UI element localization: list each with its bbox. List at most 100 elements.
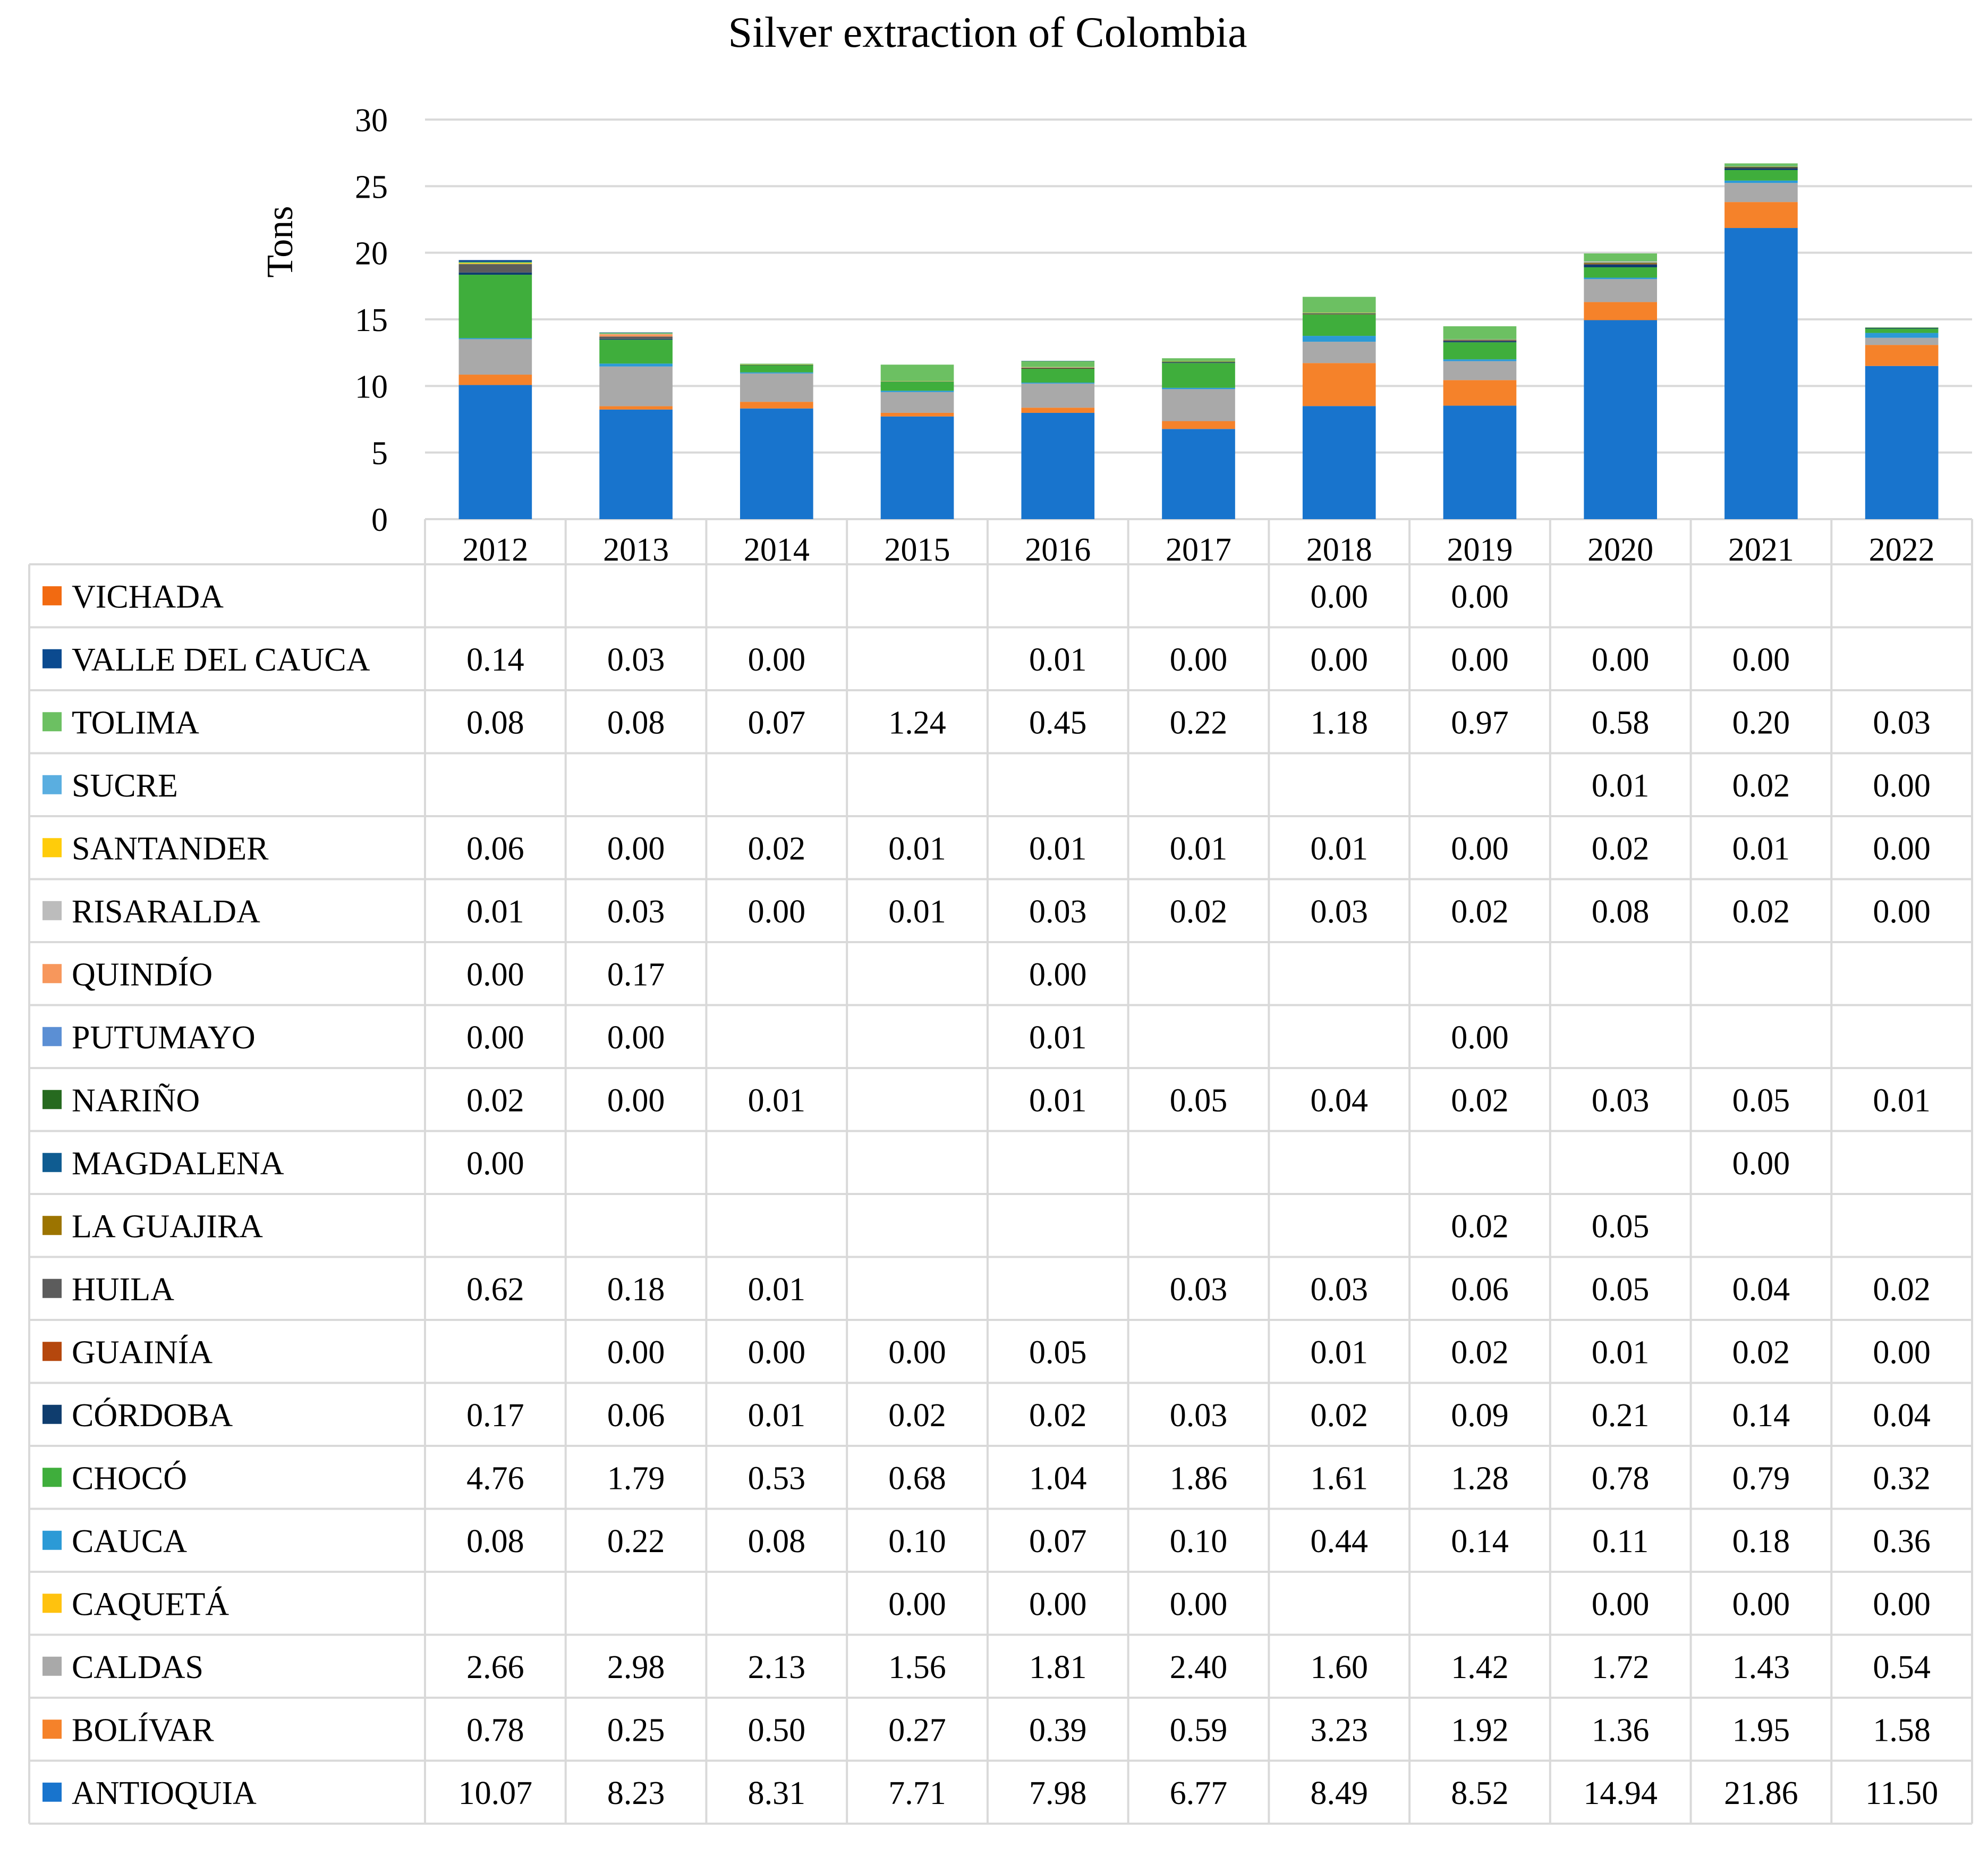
bar-antioquia-2019 — [1443, 405, 1517, 519]
legend-label: SUCRE — [72, 768, 178, 804]
data-label: 0.08 — [1592, 894, 1650, 930]
bar-tolima-2020 — [1584, 253, 1658, 261]
bar-antioquia-2017 — [1162, 429, 1235, 519]
data-label: 1.60 — [1310, 1649, 1368, 1685]
bar-bolivar-2015 — [880, 412, 954, 417]
table-row-magdalena: MAGDALENA 0.00 0.00 — [43, 1146, 1790, 1182]
data-label: 0.00 — [1029, 1586, 1087, 1622]
bar-santander-2020 — [1584, 261, 1658, 262]
data-label: 0.78 — [466, 1712, 524, 1748]
bar-antioquia-2016 — [1021, 412, 1095, 519]
bar-antioquia-2020 — [1584, 320, 1658, 519]
table-row-sucre: SUCRE 0.01 0.02 0.00 — [43, 768, 1931, 804]
data-label: 0.22 — [1170, 705, 1228, 741]
bar-cauca-2012 — [458, 338, 532, 340]
bar-narino-2018 — [1302, 313, 1376, 314]
bar-choco-2022 — [1865, 328, 1939, 333]
legend-label: VICHADA — [72, 579, 224, 615]
bar-choco-2016 — [1021, 368, 1095, 383]
bar-huila-2014 — [740, 365, 813, 366]
table-row-huila: HUILA 0.62 0.18 0.01 0.03 0.03 0.06 0.05 0.04 0.0… — [43, 1272, 1931, 1308]
data-label: 1.04 — [1029, 1460, 1087, 1496]
data-label: 0.03 — [1170, 1272, 1228, 1308]
bar-choco-2014 — [740, 365, 813, 372]
legend-label: CAQUETÁ — [72, 1586, 229, 1622]
bar-cauca-2016 — [1021, 383, 1095, 384]
data-label: 1.43 — [1732, 1649, 1790, 1685]
bar-narino-2017 — [1162, 361, 1235, 362]
y-tick-label: 5 — [371, 436, 388, 472]
data-label: 1.95 — [1732, 1712, 1790, 1748]
bar-bolivar-2019 — [1443, 380, 1517, 406]
data-label: 0.01 — [748, 1272, 806, 1308]
data-label: 0.10 — [888, 1523, 946, 1560]
bar-santander-2021 — [1724, 166, 1798, 167]
bar-antioquia-2022 — [1865, 366, 1939, 519]
data-label: 0.00 — [1451, 642, 1509, 678]
bar-la-guajira-2020 — [1584, 262, 1658, 264]
legend-key-narino — [43, 1090, 62, 1109]
data-label: 0.01 — [466, 894, 524, 930]
data-label: 0.00 — [1451, 579, 1509, 615]
data-label: 0.00 — [1592, 642, 1650, 678]
data-label: 0.53 — [748, 1460, 806, 1496]
legend-key-quindio — [43, 964, 62, 984]
y-tick-label: 25 — [355, 169, 388, 205]
data-label: 1.56 — [888, 1649, 946, 1685]
data-label: 0.05 — [1732, 1082, 1790, 1119]
data-label: 0.01 — [888, 894, 946, 930]
bar-tolima-2014 — [740, 363, 813, 365]
data-label: 0.01 — [1029, 642, 1087, 678]
data-label: 11.50 — [1865, 1775, 1938, 1811]
data-label: 0.08 — [466, 1523, 524, 1560]
data-label: 1.18 — [1310, 705, 1368, 741]
bar-santander-2015 — [880, 381, 954, 382]
x-tick-label: 2020 — [1587, 532, 1653, 568]
table-row-cauca: CAUCA 0.08 0.22 0.08 0.10 0.07 0.10 0.44 0.14 0.1… — [43, 1523, 1931, 1560]
legend-key-choco — [43, 1468, 62, 1487]
y-tick-label: 15 — [355, 302, 388, 338]
data-label: 0.01 — [1170, 831, 1228, 867]
data-label: 1.61 — [1310, 1460, 1368, 1496]
bar-tolima-2016 — [1021, 361, 1095, 367]
bar-bolivar-2020 — [1584, 302, 1658, 320]
data-label: 0.00 — [607, 1020, 665, 1056]
legend-label: CAUCA — [72, 1523, 187, 1560]
bar-cauca-2021 — [1724, 180, 1798, 183]
bar-guainia-2018 — [1302, 314, 1376, 315]
data-label: 0.00 — [1873, 1334, 1931, 1370]
table-row-antioquia: ANTIOQUIA 10.07 8.23 8.31 7.71 7.98 6.77 8.49 8.… — [43, 1775, 1938, 1811]
data-label: 0.02 — [1732, 894, 1790, 930]
data-label: 0.08 — [748, 1523, 806, 1560]
table-row-narino: NARIÑO 0.02 0.00 0.01 0.01 0.05 0.04 0.02 0.03 0.… — [43, 1082, 1931, 1119]
data-label: 0.01 — [1873, 1082, 1931, 1119]
data-label: 0.00 — [1873, 831, 1931, 867]
data-label: 0.00 — [888, 1334, 946, 1370]
bar-tolima-2012 — [458, 261, 532, 263]
data-label: 0.00 — [1310, 642, 1368, 678]
data-label: 1.79 — [607, 1460, 665, 1496]
data-label: 0.00 — [1451, 831, 1509, 867]
data-label: 0.02 — [1310, 1397, 1368, 1434]
data-label: 4.76 — [466, 1460, 524, 1496]
data-label: 21.86 — [1724, 1775, 1798, 1811]
bar-huila-2013 — [599, 336, 673, 339]
data-label: 0.03 — [607, 642, 665, 678]
bar-cauca-2020 — [1584, 277, 1658, 279]
data-label: 0.32 — [1873, 1460, 1931, 1496]
bar-huila-2019 — [1443, 340, 1517, 341]
bar-risaralda-2016 — [1021, 367, 1095, 368]
data-label: 10.07 — [458, 1775, 533, 1811]
bar-caldas-2014 — [740, 373, 813, 402]
bar-bolivar-2012 — [458, 375, 532, 385]
table-row-valle-del-cauca: VALLE DEL CAUCA 0.14 0.03 0.00 0.01 0.00 0.00 0… — [43, 642, 1790, 678]
data-label: 0.00 — [1873, 768, 1931, 804]
data-label: 0.00 — [748, 894, 806, 930]
bar-choco-2020 — [1584, 267, 1658, 278]
legend-label: NARIÑO — [72, 1082, 200, 1119]
table-row-cordoba: CÓRDOBA 0.17 0.06 0.01 0.02 0.02 0.03 0.02 0.09 0… — [43, 1397, 1931, 1434]
data-label: 0.00 — [1732, 642, 1790, 678]
bar-huila-2017 — [1162, 362, 1235, 363]
data-label: 0.00 — [1732, 1146, 1790, 1182]
legend-key-tolima — [43, 712, 62, 732]
